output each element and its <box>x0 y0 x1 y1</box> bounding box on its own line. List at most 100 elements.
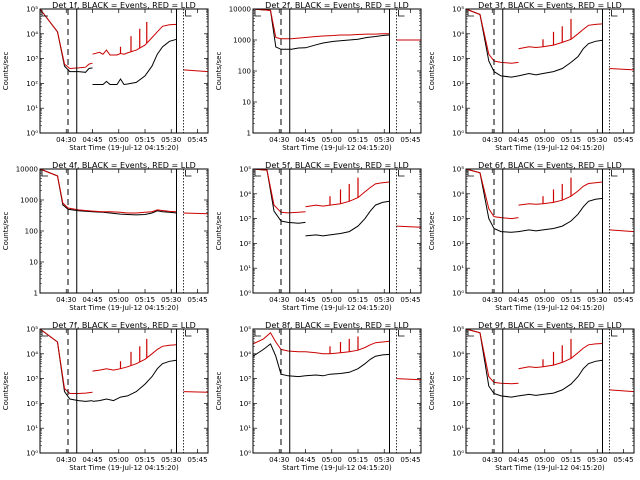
y-tick-label: 10⁴ <box>452 30 464 38</box>
lld-line <box>305 33 390 38</box>
lld-line <box>609 389 635 393</box>
events-line <box>252 343 306 378</box>
corner-marker <box>611 10 618 17</box>
y-axis-label: Counts/sec <box>215 212 223 251</box>
chart-title: Det 4f, BLACK = Events, RED = LLD <box>52 161 196 170</box>
y-tick-label: 10⁰ <box>26 450 38 458</box>
y-tick-label: 100 <box>25 228 38 236</box>
x-tick-label: 05:45 <box>187 136 207 144</box>
x-tick-label: 05:00 <box>322 136 342 144</box>
lld-line <box>396 378 422 381</box>
y-tick-label: 10³ <box>452 55 464 63</box>
events-line <box>518 39 603 77</box>
events-line <box>465 328 519 398</box>
events-line <box>305 200 390 237</box>
y-tick-label: 10⁴ <box>452 190 464 198</box>
plot-frame <box>252 328 422 454</box>
x-axis-label: Start Time (19-Jul-12 04:15:20) <box>495 144 605 152</box>
y-tick-label: 10² <box>452 400 464 408</box>
x-tick-label: 05:30 <box>587 296 607 304</box>
corner-marker <box>41 10 48 17</box>
lld-line <box>183 212 209 215</box>
y-tick-label: 10⁰ <box>452 450 464 458</box>
chart-title: Det 8f, BLACK = Events, RED = LLD <box>265 321 409 330</box>
x-tick-label: 05:00 <box>322 456 342 464</box>
y-tick-label: 1000 <box>20 197 38 205</box>
events-line <box>252 8 306 50</box>
corner-marker <box>467 170 474 177</box>
y-tick-label: 10 <box>29 259 38 267</box>
x-axis-label: Start Time (19-Jul-12 04:15:20) <box>282 304 392 312</box>
events-line <box>305 34 390 49</box>
plot-frame <box>39 328 209 454</box>
chart-title: Det 1f, BLACK = Events, RED = LLD <box>52 1 196 10</box>
y-tick-label: 10³ <box>26 375 38 383</box>
lld-line <box>305 181 390 208</box>
x-axis-label: Start Time (19-Jul-12 04:15:20) <box>69 464 179 472</box>
x-tick-label: 05:15 <box>561 136 581 144</box>
lld-line <box>92 23 177 56</box>
events-line <box>92 38 177 86</box>
y-tick-label: 10² <box>26 80 38 88</box>
events-line <box>39 168 93 213</box>
lld-line <box>183 391 209 393</box>
y-axis-label: Counts/sec <box>2 372 10 411</box>
chart-svg: Det 6f, BLACK = Events, RED = LLD 10⁰ 10¹ 1… <box>428 161 635 312</box>
y-axis-label: Counts/sec <box>2 212 10 251</box>
x-tick-label: 05:15 <box>348 456 368 464</box>
lld-line <box>92 209 177 214</box>
y-axis-label: Counts/sec <box>428 52 436 91</box>
corner-marker <box>185 10 192 17</box>
x-tick-label: 04:45 <box>508 296 528 304</box>
x-tick-label: 05:15 <box>348 136 368 144</box>
x-tick-label: 04:45 <box>295 456 315 464</box>
x-tick-label: 05:30 <box>374 456 394 464</box>
x-tick-label: 04:30 <box>56 456 76 464</box>
y-tick-label: 10¹ <box>239 265 251 273</box>
plot-frame <box>39 8 209 134</box>
x-tick-label: 05:00 <box>322 296 342 304</box>
y-tick-label: 10¹ <box>26 425 38 433</box>
x-tick-label: 04:30 <box>56 136 76 144</box>
plot-frame <box>252 8 422 134</box>
x-axis-label: Start Time (19-Jul-12 04:15:20) <box>282 144 392 152</box>
lld-line <box>92 344 177 372</box>
lld-line <box>465 8 519 64</box>
y-tick-label: 10² <box>239 400 251 408</box>
x-tick-label: 04:30 <box>269 296 289 304</box>
x-tick-label: 05:45 <box>400 456 420 464</box>
x-tick-label: 04:45 <box>82 136 102 144</box>
lld-line <box>39 8 93 70</box>
x-axis-label: Start Time (19-Jul-12 04:15:20) <box>282 464 392 472</box>
detector-panel-1: Det 1f, BLACK = Events, RED = LLD 10⁰ 10¹ 1… <box>0 0 213 160</box>
detector-panel-5: Det 5f, BLACK = Events, RED = LLD 10⁰ 10¹ 1… <box>213 160 426 320</box>
x-tick-label: 05:15 <box>135 136 155 144</box>
corner-marker <box>398 330 405 337</box>
events-line <box>465 8 519 78</box>
x-tick-label: 04:30 <box>482 136 502 144</box>
chart-title: Det 2f, BLACK = Events, RED = LLD <box>265 1 409 10</box>
y-tick-label: 10² <box>452 240 464 248</box>
plot-frame <box>465 168 635 294</box>
chart-title: Det 7f, BLACK = Events, RED = LLD <box>52 321 196 330</box>
y-tick-label: 1 <box>34 290 38 298</box>
y-tick-label: 10⁵ <box>239 166 251 174</box>
plot-frame <box>465 328 635 454</box>
lld-line <box>518 23 603 50</box>
events-line <box>92 359 177 402</box>
y-tick-label: 10¹ <box>452 425 464 433</box>
corner-marker <box>185 170 192 177</box>
x-tick-label: 05:15 <box>348 296 368 304</box>
events-line <box>92 210 177 216</box>
x-tick-label: 04:45 <box>82 456 102 464</box>
x-axis-label: Start Time (19-Jul-12 04:15:20) <box>69 304 179 312</box>
y-tick-label: 10² <box>26 400 38 408</box>
x-tick-label: 05:30 <box>587 136 607 144</box>
detector-panel-8: Det 8f, BLACK = Events, RED = LLD 10⁰ 10¹ 1… <box>213 320 426 480</box>
y-tick-label: 10¹ <box>452 265 464 273</box>
x-tick-label: 05:45 <box>400 296 420 304</box>
corner-marker <box>611 170 618 177</box>
events-line <box>465 168 519 233</box>
y-tick-label: 10⁴ <box>452 350 464 358</box>
corner-marker <box>254 170 261 177</box>
